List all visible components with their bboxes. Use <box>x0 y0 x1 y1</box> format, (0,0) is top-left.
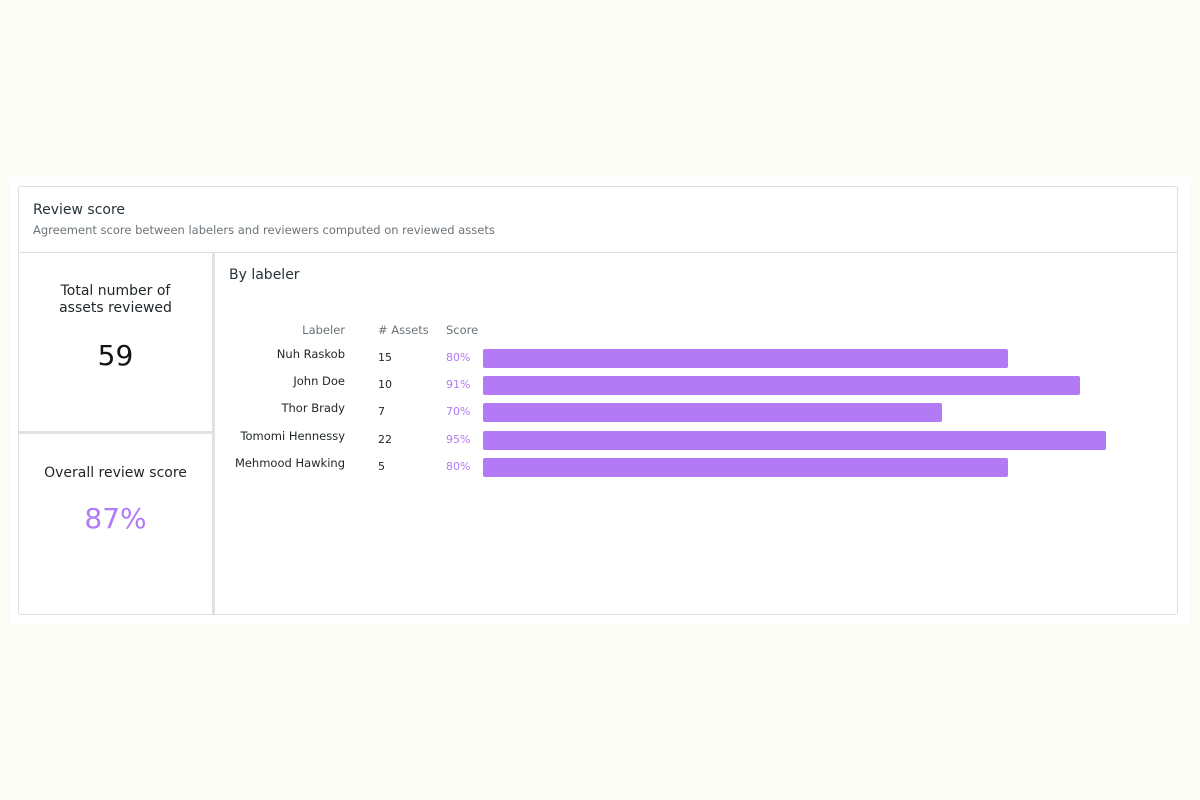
labeler-name: John Doe <box>293 374 345 389</box>
column-header-score: Score <box>446 323 479 337</box>
labeler-row: Mehmood Hawking 5 80% <box>215 456 1177 478</box>
score-label: 80% <box>446 351 471 364</box>
score-bar <box>483 457 1008 477</box>
labeler-name: Tomomi Hennessy <box>240 428 345 443</box>
score-bar-track <box>483 349 1139 368</box>
score-bar <box>483 403 943 423</box>
kpi-column: Total number of assets reviewed 59 Overa… <box>19 253 215 615</box>
total-assets-kpi: Total number of assets reviewed 59 <box>19 253 212 434</box>
asset-count: 15 <box>378 351 392 364</box>
score-label: 70% <box>446 405 471 419</box>
overall-score-label: Overall review score <box>44 465 187 481</box>
asset-count: 7 <box>378 405 385 419</box>
score-label: 80% <box>446 459 471 473</box>
score-bar-track <box>483 457 1139 477</box>
labeler-row: John Doe 10 91% <box>215 374 1177 396</box>
score-bar <box>483 430 1107 450</box>
score-label: 91% <box>446 378 471 392</box>
total-assets-value: 59 <box>97 339 134 372</box>
card-subtitle: Agreement score between labelers and rev… <box>33 223 495 237</box>
labeler-name: Nuh Raskob <box>276 347 345 361</box>
labeler-name: Thor Brady <box>281 401 345 416</box>
score-bar-track <box>483 403 1139 423</box>
score-label: 95% <box>446 432 471 446</box>
by-labeler-title: By labeler <box>229 267 300 283</box>
overall-score-kpi: Overall review score 87% <box>19 434 212 615</box>
column-header-assets: # Assets <box>378 323 429 337</box>
score-bar-track <box>483 376 1139 396</box>
review-score-card: Review score Agreement score between lab… <box>18 186 1178 615</box>
asset-count: 10 <box>378 378 392 392</box>
score-bar <box>483 349 1008 368</box>
card-header: Review score Agreement score between lab… <box>19 187 1177 253</box>
total-assets-label-text: Total number of assets reviewed <box>59 283 172 316</box>
labeler-row: Tomomi Hennessy 22 95% <box>215 429 1177 451</box>
labeler-row: Thor Brady 7 70% <box>215 401 1177 423</box>
score-bar <box>483 376 1080 396</box>
by-labeler-panel: By labeler Labeler # Assets Score Nuh Ra… <box>215 253 1177 615</box>
asset-count: 5 <box>378 459 385 473</box>
card-title: Review score <box>33 202 126 218</box>
overall-score-value: 87% <box>84 502 147 535</box>
score-bar-track <box>483 430 1139 450</box>
asset-count: 22 <box>378 432 392 446</box>
column-header-labeler: Labeler <box>302 323 345 337</box>
labeler-name: Mehmood Hawking <box>234 455 345 470</box>
labeler-row: Nuh Raskob 15 80% <box>215 347 1177 369</box>
total-assets-label: Total number of assets reviewed <box>19 283 212 317</box>
